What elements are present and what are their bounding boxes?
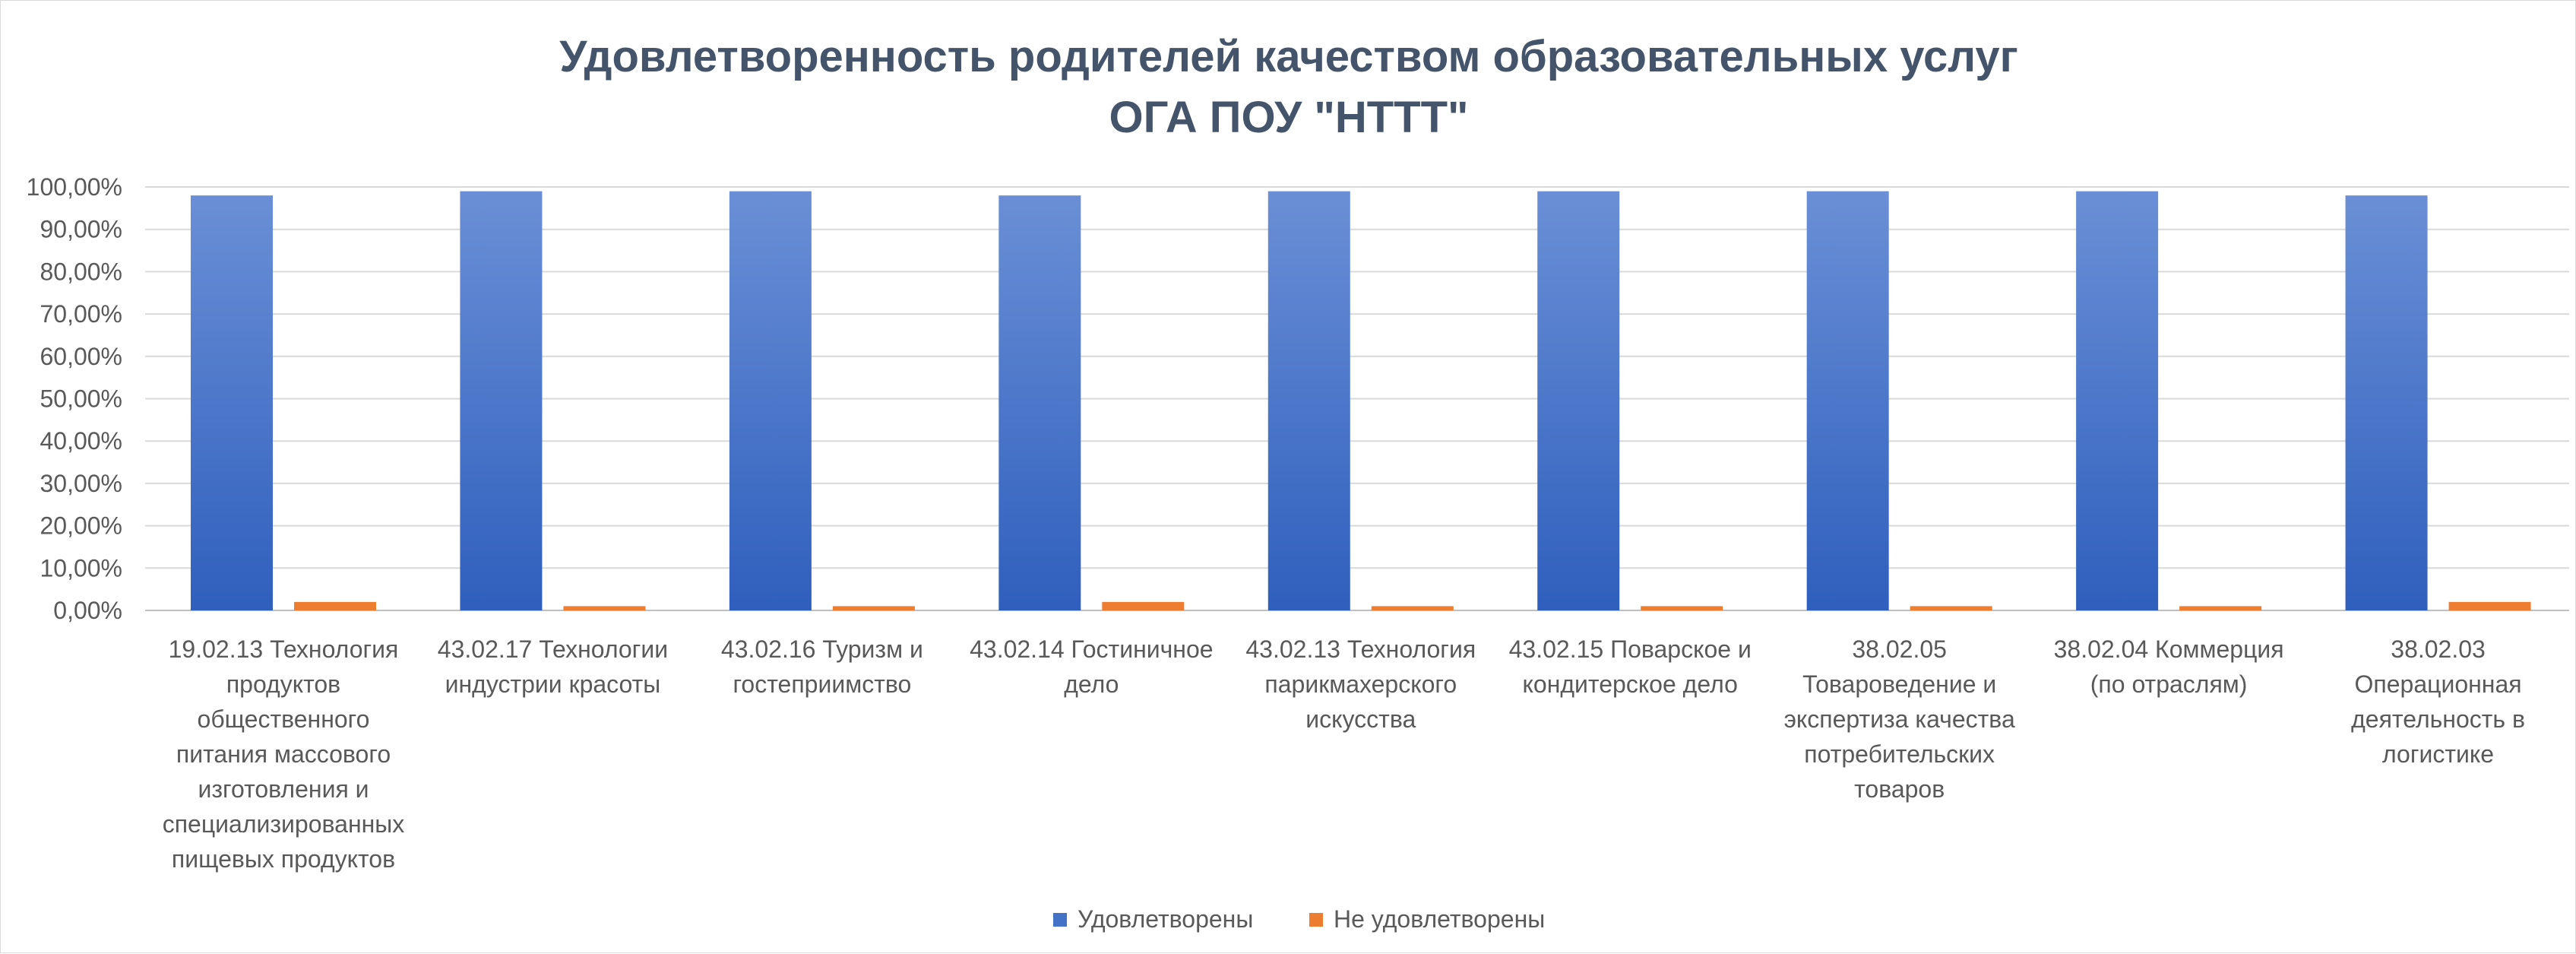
x-category-label: 38.02.03 Операционная деятельность в логист… [2309,632,2568,772]
bar-satisfied [2345,195,2428,610]
chart-subtitle: ОГА ПОУ "НТТТ" [1109,93,1469,142]
x-category-label-line: Товароведение и [1802,670,1997,698]
x-category-label-line: искусства [1305,705,1416,733]
x-category-label-line: 43.02.15 Поварское и [1508,635,1752,663]
x-category-label-line: парикмахерского [1264,670,1457,698]
y-tick-label: 70,00% [40,300,122,328]
bar-not-satisfied [1910,606,1992,610]
bar-not-satisfied [294,601,376,610]
bar-satisfied [729,191,812,610]
chart-title: Удовлетворенность родителей качеством об… [559,32,2018,81]
bar-satisfied [2076,191,2159,610]
y-tick-label: 90,00% [40,216,122,243]
bar-satisfied [460,191,543,610]
bar-not-satisfied [2448,601,2531,610]
x-category-label-line: 38.02.05 [1852,635,1947,663]
x-category-label-line: экспертиза качества [1783,705,2015,733]
legend-label: Удовлетворены [1078,905,1254,933]
x-category-label-line: 43.02.17 Технологии [437,635,669,663]
x-category-label-line: изготовления и [198,775,369,803]
legend-swatch [1053,912,1067,927]
x-category-label: 38.02.04 Коммерция (по отраслям) [2040,632,2298,702]
x-category-label-line: 43.02.14 Гостиничное [970,635,1214,663]
legend-item: Не удовлетворены [1309,905,1545,933]
x-category-label-line: гостеприимство [733,670,912,698]
x-category-label: 43.02.17 Технологии индустрии красоты [423,632,682,702]
x-category-label-line: индустрии красоты [445,670,661,698]
x-category-label-line: Операционная [2354,670,2522,698]
y-tick-label: 20,00% [40,512,122,540]
bar-not-satisfied [2179,606,2262,610]
x-category-label: 43.02.14 Гостиничное дело [962,632,1220,702]
x-category-label-line: 38.02.04 Коммерция [2053,635,2284,663]
y-tick-label: 50,00% [40,385,122,413]
x-category-label-line: деятельность в [2351,705,2525,733]
x-category-label-line: пищевых продуктов [171,845,396,873]
y-tick-label: 40,00% [40,427,122,455]
x-category-label-line: 43.02.16 Туризм и [720,635,923,663]
x-category-label-line: кондитерское дело [1522,670,1738,698]
bar-satisfied [191,195,273,610]
x-category-label-line: 38.02.03 [2391,635,2486,663]
bar-not-satisfied [832,606,915,610]
x-category-label: 43.02.15 Поварское и кондитерское дело [1501,632,1759,702]
x-category-label-line: питания массового [176,740,391,768]
y-tick-label: 100,00% [27,173,122,201]
x-category-label-line: (по отраслям) [2090,670,2248,698]
bar-satisfied [1806,191,1889,610]
x-category-label-line: специализированных [162,810,405,838]
bar-not-satisfied [1102,601,1185,610]
bar-satisfied [998,195,1081,610]
x-category-label-line: дело [1064,670,1119,698]
x-category-label: 38.02.05 Товароведение и экспертиза качест… [1771,632,2029,807]
y-tick-label: 30,00% [40,470,122,497]
x-category-label-line: продуктов [226,670,341,698]
bar-satisfied [1537,191,1620,610]
y-tick-label: 10,00% [40,554,122,582]
legend-item: Удовлетворены [1053,905,1253,933]
legend-swatch [1309,912,1323,927]
x-category-label-line: 43.02.13 Технология [1245,635,1476,663]
x-category-label-line: логистике [2382,740,2495,768]
x-category-label-line: 19.02.13 Технология [168,635,399,663]
y-tick-label: 60,00% [40,343,122,370]
bar-not-satisfied [1371,606,1454,610]
x-category-label-line: общественного [197,705,370,733]
bar-not-satisfied [563,606,646,610]
y-tick-label: 0,00% [53,597,122,624]
x-category-label-line: потребительских [1804,740,1995,768]
x-category-label-line: товаров [1854,775,1945,803]
x-category-label: 43.02.16 Туризм и гостеприимство [693,632,951,702]
y-tick-label: 80,00% [40,258,122,285]
legend-label: Не удовлетворены [1334,905,1546,933]
x-category-label: 19.02.13 Технология продуктов общественног… [154,632,413,876]
bar-not-satisfied [1641,606,1723,610]
bar-satisfied [1267,191,1350,610]
x-category-label: 43.02.13 Технология парикмахерского искусс… [1232,632,1490,737]
